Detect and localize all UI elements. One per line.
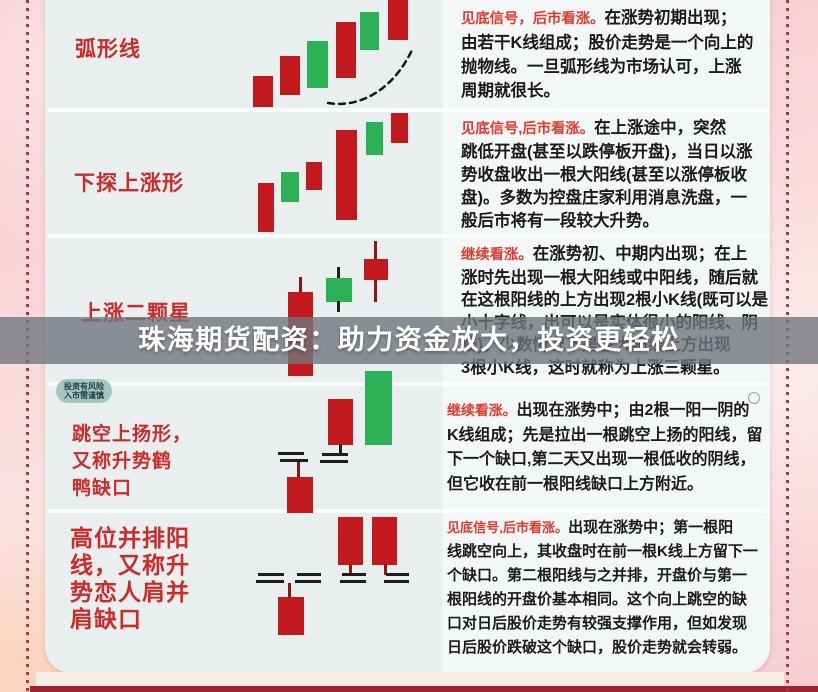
gap-marker-line (280, 459, 308, 462)
pattern-description: 继续看涨。出现在涨势中；由2根一阳一阴的 K线组成；先是拉出一根跳空上扬的阳线，… (447, 398, 773, 497)
signal-highlight: 见底信号,后市看涨。 (461, 121, 595, 137)
gap-marker-line (386, 573, 409, 576)
bottom-red-bar (30, 686, 818, 692)
bullish-candle-body (388, 0, 408, 40)
bullish-candle-body (280, 56, 300, 95)
description-body: 出现在涨势中；第一根阳 线跳空向上，其收盘时在前一根K线上方留下一 个缺口。第二… (447, 519, 758, 656)
bearish-candle-body (366, 122, 383, 155)
pattern-name-gap-up: 跳空上扬形， 又称升势鹤 鸭缺口 (72, 424, 193, 499)
description-body: 在上涨途中，突然 跳低开盘(甚至以跌停板开盘)，当日以涨 势收盘收出一根大阳线(… (461, 119, 753, 230)
candle-wick (384, 564, 387, 575)
pattern-description: 见底信号,后市看涨。在上涨途中，突然 跳低开盘(甚至以跌停板开盘)，当日以涨 势… (461, 117, 773, 233)
gap-marker-line (322, 453, 348, 456)
row-divider (48, 108, 767, 112)
bullish-candle-body (258, 183, 274, 232)
candle-wick (349, 564, 352, 575)
pattern-name-probe-rise: 下探上涨形 (74, 172, 184, 195)
bearish-candle-body (307, 41, 328, 88)
watermark-band: 珠海期货配资：助力资金放大，投资更轻松 (0, 317, 818, 364)
bearish-candle-body (281, 172, 299, 202)
pattern-description: 见底信号,后市看涨。出现在涨势中；第一根阳 线跳空向上，其收盘时在前一根K线上方… (447, 516, 773, 660)
card-footer-band (36, 672, 784, 688)
watermark-text: 珠海期货配资：助力资金放大，投资更轻松 (138, 325, 680, 355)
bullish-candle-body (328, 399, 353, 445)
gap-marker-line (384, 580, 409, 583)
bullish-candle-body (391, 113, 408, 143)
pattern-description: 见底信号，后市看涨。在涨势初期出现； 由若干K线组成；股价走势是一个向上的 抛物… (461, 6, 773, 103)
candle-wick (299, 277, 302, 293)
gap-marker-line (320, 460, 348, 463)
bearish-candle-body (365, 371, 392, 445)
gap-marker-line (340, 580, 366, 583)
bullish-candle-body (336, 130, 357, 220)
candle-wick (337, 267, 340, 279)
signal-highlight: 见底信号,后市看涨。 (447, 520, 569, 535)
row-divider (48, 382, 767, 386)
candle-wick (337, 301, 340, 312)
candle-wick (374, 241, 377, 260)
signal-highlight: 继续看涨。 (461, 247, 533, 263)
candle-wick (374, 279, 377, 302)
gap-marker-line (297, 573, 321, 576)
bullish-candle-body (287, 477, 313, 513)
pattern-name-parallel-yang: 高位并排阳 线，又称升 势恋人肩并 肩缺口 (70, 525, 190, 632)
gap-marker-line (256, 580, 284, 583)
gap-marker-line (258, 573, 284, 576)
gap-marker-line (295, 580, 321, 583)
disclaimer-line: 入市需谨慎 (64, 391, 104, 400)
bearish-candle-body (326, 278, 352, 302)
bullish-candle-body (372, 517, 397, 565)
candle-wick (288, 583, 291, 598)
bullish-candle-body (338, 517, 363, 565)
signal-highlight: 见底信号，后市看涨。 (461, 11, 605, 27)
candle-wick (297, 462, 300, 478)
bullish-candle-body (306, 162, 322, 190)
bullish-candle-body (253, 76, 273, 107)
row-divider (48, 509, 767, 513)
bullish-candle-body (336, 22, 356, 78)
pattern-name-arc-line: 弧形线 (75, 38, 141, 61)
description-body: 在涨势初期出现； 由若干K线组成；股价走势是一个向上的 抛物线。一旦弧形线为市场… (461, 9, 754, 100)
row-divider (48, 234, 767, 238)
risk-disclaimer-badge: 投资有风险 入市需谨慎 (56, 379, 112, 403)
disclaimer-line: 投资有风险 (64, 382, 104, 391)
bullish-candle-body (278, 597, 304, 635)
dashed-arc-curve (326, 48, 414, 106)
stamp-icon (748, 392, 760, 404)
description-body: 出现在涨势中；由2根一阳一阴的 K线组成；先是拉出一根跳空上扬的阳线，留 下一个… (447, 402, 763, 493)
bearish-candle-body (360, 12, 379, 50)
bullish-candle-body (364, 259, 388, 280)
candle-wick (339, 444, 342, 453)
signal-highlight: 继续看涨。 (447, 402, 517, 418)
gap-marker-line (342, 573, 366, 576)
gap-marker-line (278, 452, 304, 455)
